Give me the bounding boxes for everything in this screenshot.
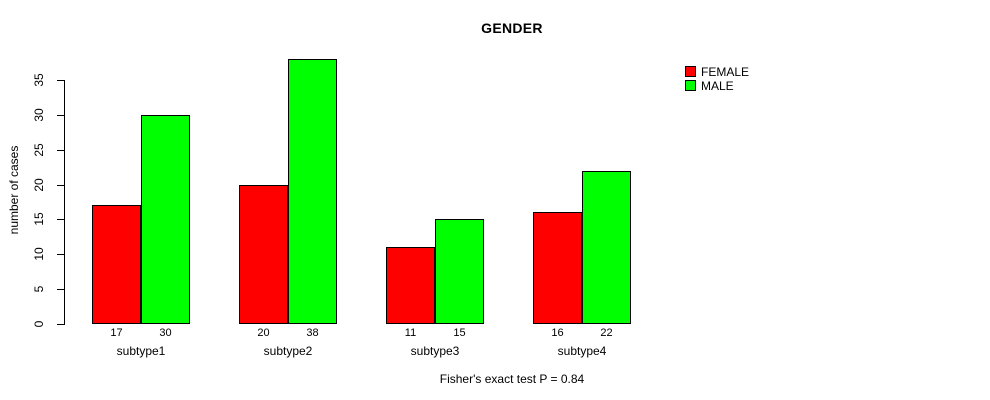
- y-tick-label: 35: [32, 73, 46, 87]
- y-tick: [57, 219, 64, 221]
- bar-value-label: 38: [306, 327, 319, 339]
- bar-value-label: 22: [600, 327, 613, 339]
- bar-value-label: 17: [110, 327, 123, 339]
- bar-male-subtype4: [582, 170, 631, 324]
- y-tick: [57, 149, 64, 151]
- y-tick: [57, 254, 64, 256]
- y-axis-title: number of cases: [7, 145, 21, 235]
- y-tick: [57, 80, 64, 81]
- bar-value-label: 30: [159, 327, 172, 339]
- bar-male-subtype1: [141, 114, 190, 324]
- x-category-label: subtype1: [116, 344, 166, 358]
- bar-value-label: 11: [404, 327, 417, 339]
- bar-female-subtype2: [239, 184, 288, 324]
- legend-label: MALE: [701, 78, 734, 93]
- y-tick-label: 30: [32, 108, 46, 122]
- y-axis-line: [64, 80, 65, 325]
- y-tick-label: 25: [32, 143, 46, 157]
- bar-male-subtype3: [435, 219, 484, 324]
- y-tick-label: 10: [32, 247, 46, 261]
- x-category-label: subtype4: [557, 344, 607, 358]
- legend-swatch-male: [685, 80, 696, 91]
- y-tick: [57, 324, 64, 325]
- y-tick-label: 15: [32, 212, 46, 227]
- bar-value-label: 15: [453, 327, 466, 339]
- x-category-label: subtype3: [410, 344, 460, 358]
- y-tick: [57, 184, 64, 186]
- bar-value-label: 16: [551, 327, 564, 339]
- legend-item-male: MALE: [685, 78, 749, 93]
- y-tick-label: 20: [32, 177, 46, 192]
- legend-item-female: FEMALE: [685, 64, 750, 79]
- bar-male-subtype2: [288, 59, 337, 324]
- y-tick-label: 0: [32, 320, 46, 328]
- legend-swatch-female: [685, 66, 696, 77]
- legend: FEMALE MALE: [685, 65, 749, 93]
- y-tick-label: 5: [32, 285, 46, 293]
- bar-female-subtype3: [386, 247, 435, 324]
- bar-value-label: 20: [257, 327, 270, 339]
- bar-female-subtype1: [92, 205, 141, 324]
- bar-female-subtype4: [533, 212, 582, 324]
- legend-label: FEMALE: [701, 64, 750, 79]
- chart-title: GENDER: [481, 20, 543, 36]
- annotation-text: Fisher's exact test P = 0.84: [439, 372, 585, 386]
- y-tick: [57, 114, 64, 116]
- y-tick: [57, 289, 64, 291]
- x-category-label: subtype2: [263, 344, 313, 358]
